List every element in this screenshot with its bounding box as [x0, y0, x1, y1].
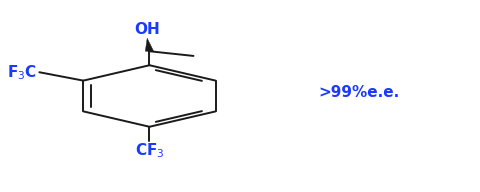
Text: OH: OH [134, 22, 160, 37]
Polygon shape [145, 38, 153, 51]
Text: CF$_3$: CF$_3$ [134, 142, 164, 160]
Text: >99%e.e.: >99%e.e. [318, 85, 399, 100]
Text: F$_3$C: F$_3$C [7, 63, 37, 82]
